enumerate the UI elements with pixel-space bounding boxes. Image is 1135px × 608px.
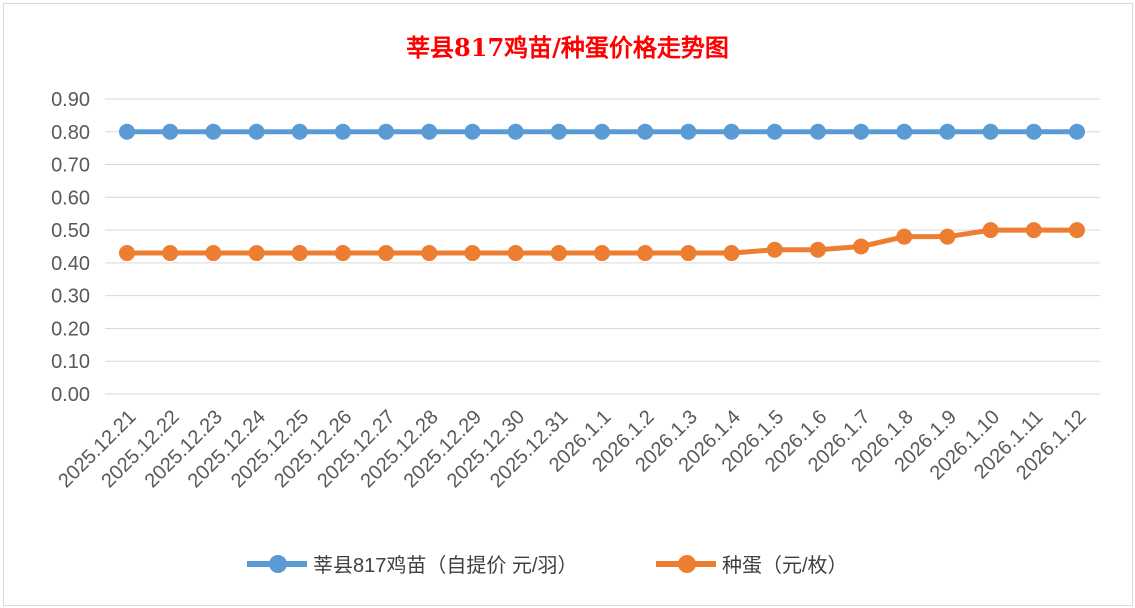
data-point [334,123,351,140]
data-point [162,245,179,262]
data-point [723,123,740,140]
legend-label-egg: 种蛋（元/枚） [722,555,848,577]
data-point [334,245,351,262]
y-tick-label: 0.90 [51,89,90,111]
data-point [421,123,438,140]
data-point [809,123,826,140]
data-point [378,123,395,140]
data-point [421,245,438,262]
legend-item-chick: 莘县817鸡苗（自提价 元/羽） [247,549,577,578]
data-point [896,123,913,140]
data-point [594,245,610,262]
y-tick-label: 0.30 [51,286,90,308]
data-point [896,228,913,245]
y-tick-label: 0.00 [51,384,90,406]
data-point [982,222,999,239]
y-tick-label: 0.60 [51,187,90,209]
data-point [291,245,308,262]
legend-label-chick: 莘县817鸡苗（自提价 元/羽） [313,555,578,577]
data-point [680,245,697,262]
data-point [982,123,999,140]
y-tick-label: 0.20 [51,318,90,340]
data-point [464,245,481,262]
data-point [594,123,610,140]
data-point [680,123,697,140]
legend-marker-blue [247,554,307,573]
data-point [723,245,740,262]
y-tick-label: 0.80 [51,122,90,144]
data-point [378,245,395,262]
data-point [637,245,654,262]
data-point [464,123,481,140]
data-point [637,123,654,140]
legend-item-egg: 种蛋（元/枚） [656,549,848,578]
data-point [162,123,179,140]
data-point [766,123,783,140]
y-tick-label: 0.50 [51,220,90,242]
data-point [507,123,524,140]
data-point [205,245,222,262]
chart-area [3,3,1133,606]
data-point [1025,222,1042,239]
data-point [119,245,135,262]
data-point [939,123,956,140]
legend-marker-orange [656,554,716,573]
data-point [550,123,567,140]
data-point [248,245,265,262]
data-point [550,245,567,262]
data-point [939,228,956,245]
data-point [1069,123,1085,140]
data-point [1025,123,1042,140]
data-point [853,238,870,255]
y-tick-label: 0.10 [51,351,90,373]
data-point [1069,222,1085,239]
data-point [205,123,222,140]
data-point [507,245,524,262]
data-point [291,123,308,140]
y-tick-label: 0.70 [51,155,90,177]
y-tick-label: 0.40 [51,253,90,275]
data-point [853,123,870,140]
chart-title: 莘县817鸡苗/种蛋价格走势图 [406,33,729,62]
data-point [809,241,826,258]
data-point [248,123,265,140]
data-point [766,241,783,258]
data-point [119,123,135,140]
